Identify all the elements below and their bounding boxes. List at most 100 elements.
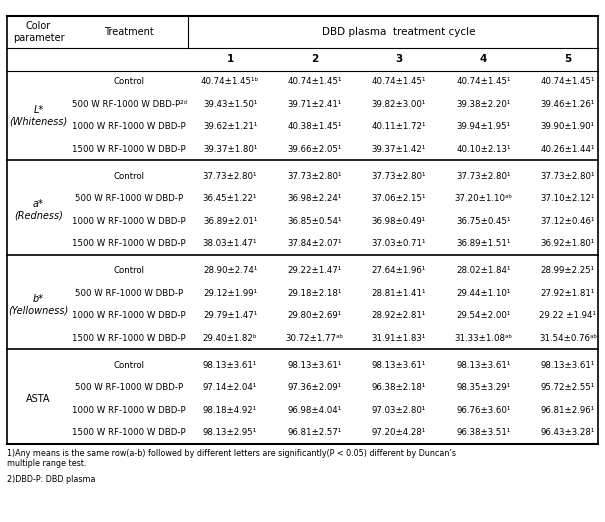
Text: 39.66±2.05¹: 39.66±2.05¹ — [287, 145, 342, 153]
Text: 500 W RF-1000 W DBD-P²ᵈ: 500 W RF-1000 W DBD-P²ᵈ — [71, 100, 186, 109]
Text: 39.37±1.80¹: 39.37±1.80¹ — [203, 145, 257, 153]
Text: 29.80±2.69¹: 29.80±2.69¹ — [287, 311, 342, 320]
Text: 27.64±1.96¹: 27.64±1.96¹ — [372, 266, 426, 275]
Text: 97.20±4.28¹: 97.20±4.28¹ — [372, 428, 426, 437]
Text: 1)Any means is the same row(a-b) followed by different letters are significantly: 1)Any means is the same row(a-b) followe… — [7, 449, 456, 468]
Text: Control: Control — [114, 172, 145, 181]
Text: b*
(Yellowness): b* (Yellowness) — [8, 293, 68, 315]
Text: a*
(Redness): a* (Redness) — [14, 199, 63, 221]
Text: 40.74±1.45¹: 40.74±1.45¹ — [541, 77, 595, 86]
Text: 98.13±3.61¹: 98.13±3.61¹ — [541, 361, 595, 370]
Text: 3: 3 — [396, 54, 403, 64]
Text: 29.22±1.47¹: 29.22±1.47¹ — [287, 266, 342, 275]
Text: 1500 W RF-1000 W DBD-P: 1500 W RF-1000 W DBD-P — [72, 145, 186, 153]
Text: Control: Control — [114, 77, 145, 86]
Text: 39.37±1.42¹: 39.37±1.42¹ — [372, 145, 426, 153]
Text: 39.71±2.41¹: 39.71±2.41¹ — [287, 100, 342, 109]
Text: 37.03±0.71¹: 37.03±0.71¹ — [371, 239, 427, 248]
Text: 40.74±1.45¹ᵇ: 40.74±1.45¹ᵇ — [201, 77, 259, 86]
Text: 98.13±3.61¹: 98.13±3.61¹ — [372, 361, 426, 370]
Text: 28.90±2.74¹: 28.90±2.74¹ — [203, 266, 257, 275]
Text: 31.54±0.76ᵃᵇ: 31.54±0.76ᵃᵇ — [539, 334, 597, 342]
Text: Control: Control — [114, 266, 145, 275]
Text: 98.13±3.61¹: 98.13±3.61¹ — [456, 361, 511, 370]
Text: 39.90±1.90¹: 39.90±1.90¹ — [541, 122, 595, 131]
Text: L*
(Whiteness): L* (Whiteness) — [10, 104, 68, 126]
Text: 1000 W RF-1000 W DBD-P: 1000 W RF-1000 W DBD-P — [72, 311, 186, 320]
Text: 98.35±3.29¹: 98.35±3.29¹ — [456, 383, 511, 392]
Text: 39.43±1.50¹: 39.43±1.50¹ — [203, 100, 257, 109]
Text: 37.73±2.80¹: 37.73±2.80¹ — [456, 172, 511, 181]
Text: 36.92±1.80¹: 36.92±1.80¹ — [541, 239, 595, 248]
Text: 39.62±1.21¹: 39.62±1.21¹ — [203, 122, 257, 131]
Text: 39.94±1.95¹: 39.94±1.95¹ — [456, 122, 511, 131]
Text: 36.89±1.51¹: 36.89±1.51¹ — [456, 239, 511, 248]
Text: 1000 W RF-1000 W DBD-P: 1000 W RF-1000 W DBD-P — [72, 122, 186, 131]
Text: 37.73±2.80¹: 37.73±2.80¹ — [541, 172, 595, 181]
Text: 1000 W RF-1000 W DBD-P: 1000 W RF-1000 W DBD-P — [72, 217, 186, 226]
Text: 31.91±1.83¹: 31.91±1.83¹ — [372, 334, 426, 342]
Text: 40.74±1.45¹: 40.74±1.45¹ — [371, 77, 427, 86]
Text: Control: Control — [114, 361, 145, 370]
Text: 2: 2 — [311, 54, 318, 64]
Text: 29.54±2.00¹: 29.54±2.00¹ — [456, 311, 511, 320]
Text: 39.82±3.00¹: 39.82±3.00¹ — [372, 100, 426, 109]
Text: 40.38±1.45¹: 40.38±1.45¹ — [287, 122, 342, 131]
Text: 27.92±1.81¹: 27.92±1.81¹ — [541, 289, 595, 298]
Text: 40.26±1.44¹: 40.26±1.44¹ — [541, 145, 595, 153]
Text: Treatment: Treatment — [104, 27, 154, 37]
Text: 38.03±1.47¹: 38.03±1.47¹ — [203, 239, 257, 248]
Text: ASTA: ASTA — [26, 394, 51, 404]
Text: 98.13±2.95¹: 98.13±2.95¹ — [203, 428, 257, 437]
Text: 36.45±1.22¹: 36.45±1.22¹ — [203, 194, 257, 203]
Text: 97.03±2.80¹: 97.03±2.80¹ — [372, 406, 426, 414]
Text: 1500 W RF-1000 W DBD-P: 1500 W RF-1000 W DBD-P — [72, 428, 186, 437]
Text: 37.73±2.80¹: 37.73±2.80¹ — [287, 172, 342, 181]
Text: 4: 4 — [480, 54, 487, 64]
Text: 97.36±2.09¹: 97.36±2.09¹ — [287, 383, 342, 392]
Text: 37.73±2.80¹: 37.73±2.80¹ — [203, 172, 257, 181]
Text: 96.98±4.04¹: 96.98±4.04¹ — [287, 406, 342, 414]
Text: 95.72±2.55¹: 95.72±2.55¹ — [541, 383, 595, 392]
Text: 30.72±1.77ᵃᵇ: 30.72±1.77ᵃᵇ — [286, 334, 344, 342]
Text: 37.12±0.46¹: 37.12±0.46¹ — [541, 217, 595, 226]
Text: 96.38±2.18¹: 96.38±2.18¹ — [372, 383, 426, 392]
Text: 40.74±1.45¹: 40.74±1.45¹ — [456, 77, 511, 86]
Text: 39.46±1.26¹: 39.46±1.26¹ — [541, 100, 595, 109]
Text: 98.13±3.61¹: 98.13±3.61¹ — [203, 361, 257, 370]
Text: 37.10±2.12¹: 37.10±2.12¹ — [541, 194, 595, 203]
Text: 29.40±1.82ᵇ: 29.40±1.82ᵇ — [203, 334, 257, 342]
Text: 2)DBD-P: DBD plasma: 2)DBD-P: DBD plasma — [7, 475, 96, 484]
Text: 37.20±1.10ᵃᵇ: 37.20±1.10ᵃᵇ — [454, 194, 512, 203]
Text: 29.44±1.10¹: 29.44±1.10¹ — [456, 289, 511, 298]
Text: 28.02±1.84¹: 28.02±1.84¹ — [456, 266, 511, 275]
Text: 40.11±1.72¹: 40.11±1.72¹ — [371, 122, 427, 131]
Text: 29.18±2.18¹: 29.18±2.18¹ — [287, 289, 342, 298]
Text: 37.73±2.80¹: 37.73±2.80¹ — [371, 172, 427, 181]
Text: 29.22 ±1.94¹: 29.22 ±1.94¹ — [540, 311, 597, 320]
Text: 39.38±2.20¹: 39.38±2.20¹ — [456, 100, 511, 109]
Text: 96.76±3.60¹: 96.76±3.60¹ — [456, 406, 511, 414]
Text: 1500 W RF-1000 W DBD-P: 1500 W RF-1000 W DBD-P — [72, 334, 186, 342]
Text: 36.75±0.45¹: 36.75±0.45¹ — [456, 217, 511, 226]
Text: 36.85±0.54¹: 36.85±0.54¹ — [287, 217, 342, 226]
Text: 1: 1 — [226, 54, 234, 64]
Text: 40.10±2.13¹: 40.10±2.13¹ — [456, 145, 511, 153]
Text: 1000 W RF-1000 W DBD-P: 1000 W RF-1000 W DBD-P — [72, 406, 186, 414]
Text: 5: 5 — [564, 54, 572, 64]
Text: 1500 W RF-1000 W DBD-P: 1500 W RF-1000 W DBD-P — [72, 239, 186, 248]
Text: 36.89±2.01¹: 36.89±2.01¹ — [203, 217, 257, 226]
Text: 500 W RF-1000 W DBD-P: 500 W RF-1000 W DBD-P — [75, 289, 183, 298]
Text: 98.13±3.61¹: 98.13±3.61¹ — [287, 361, 342, 370]
Text: 500 W RF-1000 W DBD-P: 500 W RF-1000 W DBD-P — [75, 383, 183, 392]
Text: 37.06±2.15¹: 37.06±2.15¹ — [371, 194, 427, 203]
Text: Color
parameter: Color parameter — [13, 21, 64, 43]
Text: 98.18±4.92¹: 98.18±4.92¹ — [203, 406, 257, 414]
Text: 36.98±0.49¹: 36.98±0.49¹ — [372, 217, 426, 226]
Text: 28.92±2.81¹: 28.92±2.81¹ — [372, 311, 426, 320]
Text: 31.33±1.08ᵃᵇ: 31.33±1.08ᵃᵇ — [454, 334, 512, 342]
Text: 29.79±1.47¹: 29.79±1.47¹ — [203, 311, 257, 320]
Text: 36.98±2.24¹: 36.98±2.24¹ — [287, 194, 342, 203]
Text: 28.81±1.41¹: 28.81±1.41¹ — [371, 289, 427, 298]
Text: 97.14±2.04¹: 97.14±2.04¹ — [203, 383, 257, 392]
